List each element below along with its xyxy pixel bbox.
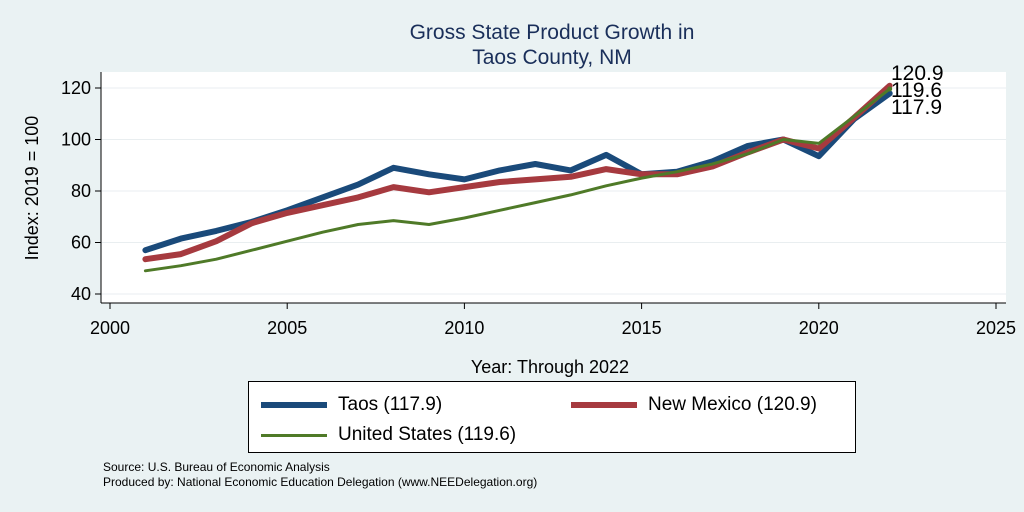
x-tick-label: 2025 [976, 318, 1016, 338]
legend-swatch-taos [261, 402, 327, 408]
y-tick-label: 40 [71, 284, 91, 304]
legend-label-united-states: United States (119.6) [338, 424, 517, 445]
source-note: Source: U.S. Bureau of Economic Analysis… [103, 460, 537, 490]
chart-title-line-1: Gross State Product Growth in [409, 21, 695, 44]
x-tick-label: 2005 [267, 318, 307, 338]
legend-item-new-mexico: New Mexico (120.9) [571, 394, 817, 416]
legend-swatch-new-mexico [571, 402, 637, 408]
series-line-united-states [143, 87, 892, 273]
x-tick-label: 2015 [622, 318, 662, 338]
chart-title: Gross State Product Growth in Taos Count… [0, 20, 1024, 70]
x-tick-label: 2010 [444, 318, 484, 338]
legend-swatch-united-states [261, 433, 327, 437]
series-end-point-taos [887, 90, 893, 96]
legend-item-taos: Taos (117.9) [261, 394, 442, 416]
y-axis-label: Index: 2019 = 100 [22, 116, 42, 261]
series-end-point-united-states [887, 86, 893, 92]
plot-area [101, 72, 1006, 303]
source-line: Source: U.S. Bureau of Economic Analysis [103, 460, 330, 474]
end-value-label-taos: 117.9 [891, 96, 942, 119]
x-tick-label: 2020 [799, 318, 839, 338]
legend-item-united-states: United States (119.6) [261, 424, 516, 446]
legend-label-taos: Taos (117.9) [338, 394, 443, 415]
y-tick-label: 120 [61, 78, 91, 98]
y-tick-label: 100 [61, 130, 91, 150]
legend-label-new-mexico: New Mexico (120.9) [648, 394, 817, 415]
chart-title-line-2: Taos County, NM [472, 46, 632, 69]
x-tick-label: 2000 [90, 318, 130, 338]
y-tick-label: 60 [71, 233, 91, 253]
end-value-label-new-mexico: 120.9 [891, 62, 944, 85]
producer-line: Produced by: National Economic Education… [103, 475, 538, 489]
end-value-label-united-states: 119.6 [891, 79, 942, 102]
y-tick-label: 80 [71, 181, 91, 201]
x-axis-label: Year: Through 2022 [471, 357, 629, 377]
legend: Taos (117.9) New Mexico (120.9) United S… [248, 381, 856, 453]
